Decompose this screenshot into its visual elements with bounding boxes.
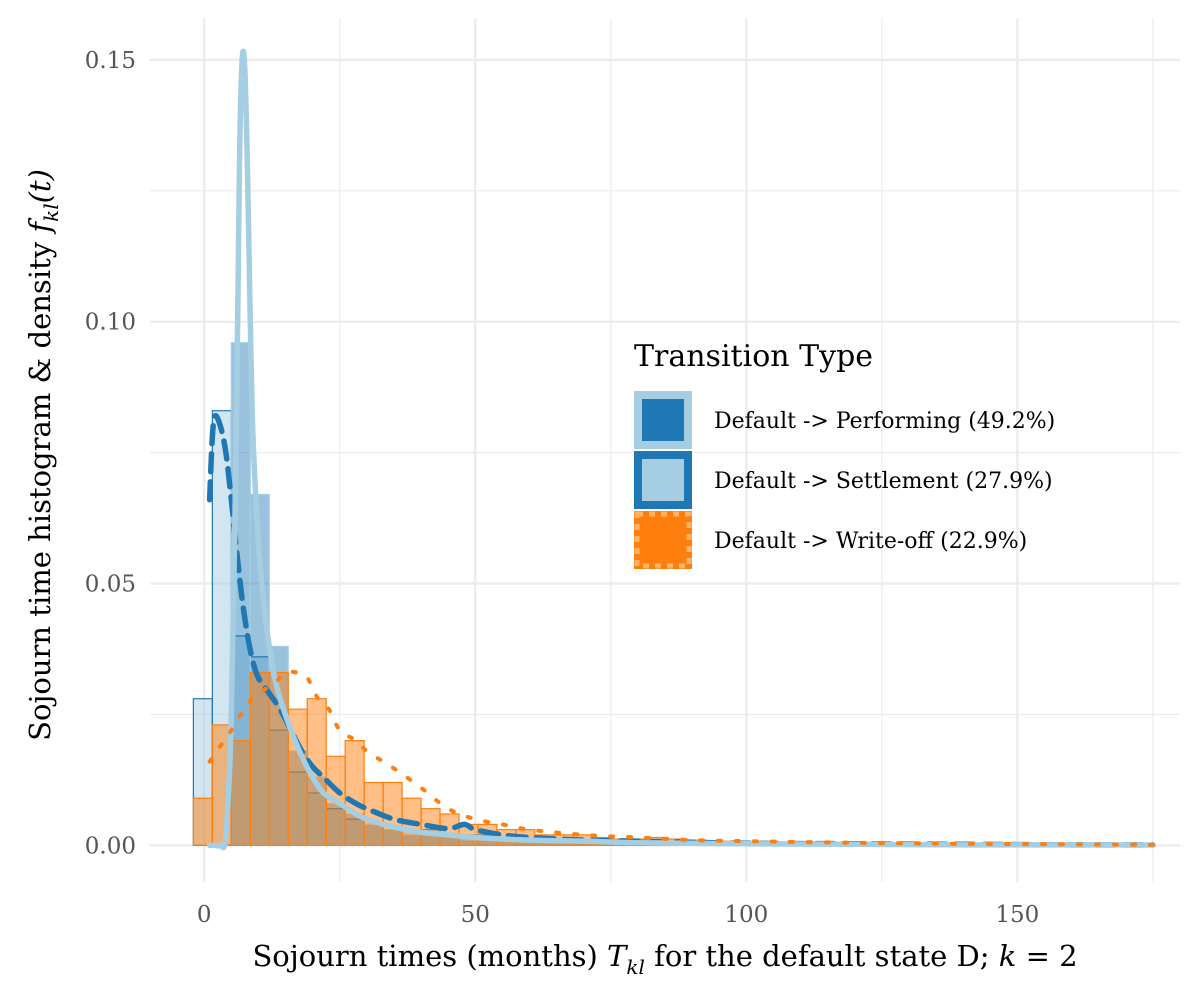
legend-entry: Default -> Write-off (22.9%) bbox=[634, 511, 1027, 569]
legend-key-fill bbox=[642, 519, 684, 561]
legend-entry: Default -> Settlement (27.9%) bbox=[634, 451, 1053, 509]
histogram-bar bbox=[230, 740, 251, 846]
density-line-1 bbox=[206, 48, 1156, 851]
histogram-bar bbox=[192, 797, 213, 846]
legend-entries: Default -> Performing (49.2%) Default -> … bbox=[634, 391, 1055, 569]
density-curves bbox=[206, 48, 1156, 851]
legend-label: Default -> Performing (49.2%) bbox=[714, 409, 1055, 434]
y-tick-label: 0.15 bbox=[85, 48, 136, 74]
legend-key-outline bbox=[634, 511, 692, 569]
legend-key-fill bbox=[642, 399, 684, 441]
y-tick-label: 0.00 bbox=[85, 833, 136, 859]
legend-label: Default -> Write-off (22.9%) bbox=[714, 529, 1027, 554]
histogram-2 bbox=[192, 671, 802, 846]
x-axis-ticks: 0 50 100 150 bbox=[197, 902, 1039, 928]
legend-label: Default -> Settlement (27.9%) bbox=[714, 469, 1053, 494]
y-tick-label: 0.05 bbox=[85, 572, 136, 598]
x-tick-label: 50 bbox=[461, 902, 490, 928]
x-tick-label: 0 bbox=[197, 902, 212, 928]
y-axis-title: Sojourn time histogram & density fkl(t) bbox=[23, 169, 63, 741]
legend: Transition Type Default -> Performing (4… bbox=[634, 339, 1055, 569]
legend-key-fill bbox=[642, 459, 684, 501]
y-tick-label: 0.10 bbox=[85, 310, 136, 336]
legend-key-outline bbox=[634, 451, 692, 509]
y-axis-ticks: 0.00 0.05 0.10 0.15 bbox=[85, 48, 136, 859]
grid bbox=[150, 18, 1180, 882]
histograms bbox=[192, 342, 802, 846]
x-tick-label: 150 bbox=[995, 902, 1039, 928]
legend-entry: Default -> Performing (49.2%) bbox=[634, 391, 1055, 449]
x-axis-title: Sojourn times (months) Tkl for the defau… bbox=[252, 939, 1077, 979]
density-line-2 bbox=[207, 669, 1155, 847]
x-tick-label: 100 bbox=[724, 902, 768, 928]
density-line-0 bbox=[206, 412, 1156, 848]
legend-title: Transition Type bbox=[634, 339, 873, 374]
histogram-bar bbox=[344, 740, 365, 846]
